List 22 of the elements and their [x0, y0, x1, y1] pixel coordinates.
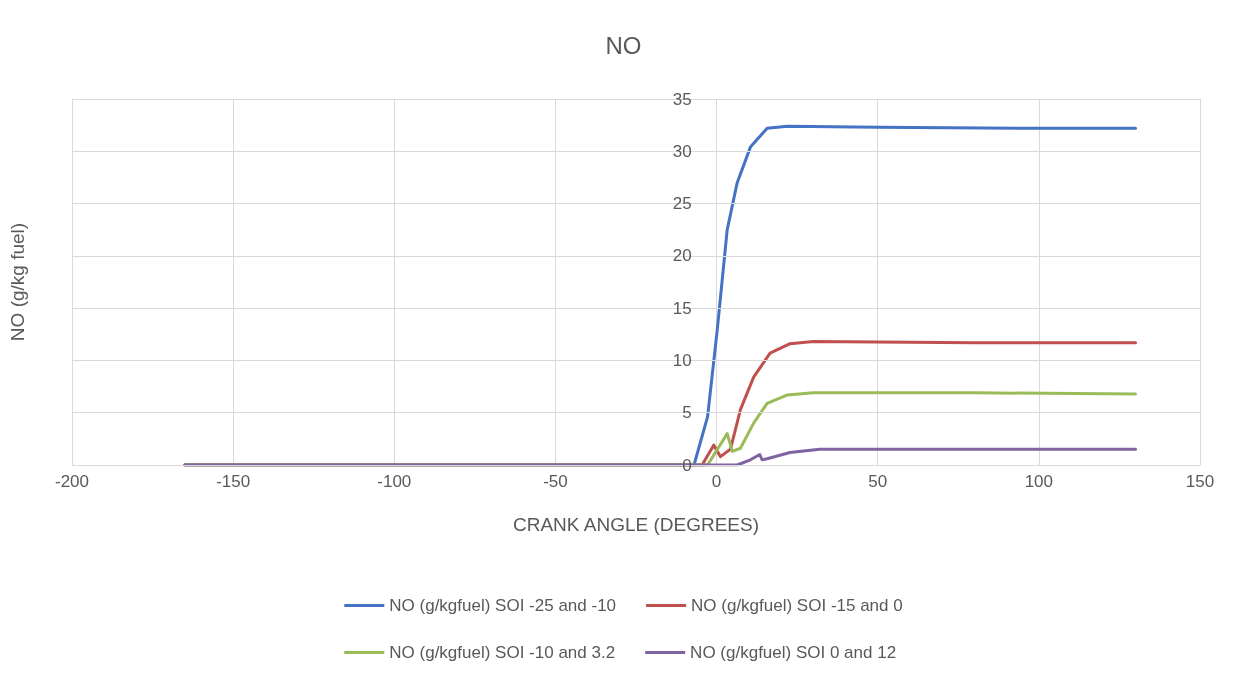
legend-label: NO (g/kgfuel) SOI -15 and 0 — [691, 596, 903, 615]
x-tick-label: 0 — [711, 472, 722, 491]
legend-label: NO (g/kgfuel) SOI -25 and -10 — [389, 596, 617, 615]
legend-label: NO (g/kgfuel) SOI -10 and 3.2 — [389, 643, 616, 662]
x-tick-label: -50 — [543, 472, 568, 491]
x-axis-title: CRANK ANGLE (DEGREES) — [513, 514, 759, 535]
x-tick-label: -100 — [377, 472, 412, 491]
y-tick-label: 30 — [672, 141, 692, 161]
y-tick-label: 15 — [672, 298, 692, 318]
y-tick-label: 25 — [672, 194, 692, 214]
legend-label: NO (g/kgfuel) SOI 0 and 12 — [690, 643, 897, 662]
x-tick-label: 50 — [868, 472, 888, 491]
x-tick-label: -150 — [216, 472, 251, 491]
y-tick-label: 35 — [672, 89, 692, 109]
y-axis-title: NO (g/kg fuel) — [7, 222, 28, 342]
x-tick-label: 100 — [1024, 472, 1054, 491]
x-tick-label: -200 — [54, 472, 90, 491]
chart-title: NO — [605, 31, 642, 59]
y-tick-label: 20 — [672, 246, 692, 266]
x-tick-label: 150 — [1185, 472, 1215, 491]
y-tick-label: 10 — [672, 350, 692, 370]
y-tick-label: 5 — [682, 403, 692, 423]
